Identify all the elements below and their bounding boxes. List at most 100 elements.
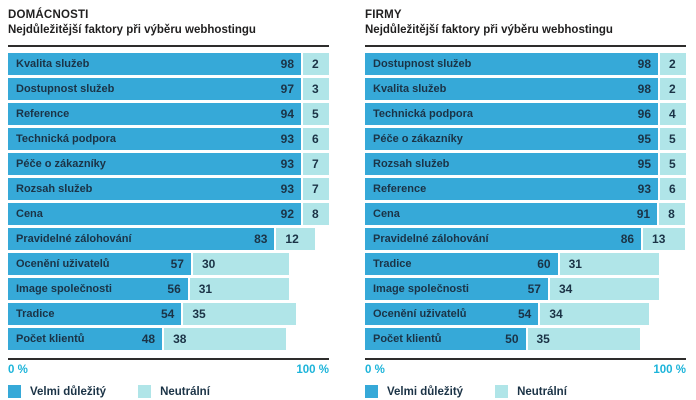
bar-segment-secondary: 31 [559,253,660,275]
bar-row: Cena 91 8 [365,203,686,225]
axis-labels: 0 % 100 % [365,364,686,376]
bar-row: Reference 93 6 [365,178,686,200]
bar-category-label: Ocenění uživatelů [16,258,110,270]
axis-line [365,358,686,360]
bar-value-primary: 57 [527,282,541,296]
bar-row: Ocenění uživatelů 54 34 [365,303,686,325]
bar-segment-primary: Péče o zákazníky 93 [8,153,301,175]
bar-row: Tradice 60 31 [365,253,686,275]
bar-segment-secondary: 12 [276,228,315,250]
bar-segment-primary: Pravidelné zálohování 86 [365,228,642,250]
bar-value-primary: 57 [170,257,184,271]
bar-category-label: Rozsah služeb [373,158,450,170]
bar-category-label: Dostupnost služeb [16,83,115,95]
bar-value-secondary: 7 [312,157,319,171]
bar-category-label: Image společnosti [16,283,112,295]
bar-value-secondary: 6 [669,182,676,196]
bar-segment-secondary: 38 [164,328,287,350]
bar-segment-secondary: 2 [303,53,329,75]
bar-segment-primary: Péče o zákazníky 95 [365,128,658,150]
bar-segment-primary: Rozsah služeb 95 [365,153,658,175]
title-divider [8,45,329,47]
bar-segment-primary: Dostupnost služeb 98 [365,53,658,75]
bar-segment-primary: Kvalita služeb 98 [8,53,301,75]
axis-line [8,358,329,360]
bar-row: Dostupnost služeb 97 3 [8,78,329,100]
bar-segment-primary: Ocenění uživatelů 57 [8,253,191,275]
bar-segment-secondary: 35 [527,328,640,350]
bar-category-label: Rozsah služeb [16,183,93,195]
bar-value-primary: 93 [280,157,294,171]
bar-value-secondary: 30 [201,257,216,271]
chart-subtitle: Nejdůležitější faktory při výběru webhos… [8,24,256,36]
bar-value-primary: 86 [620,232,635,246]
bar-segment-primary: Kvalita služeb 98 [365,78,658,100]
bar-value-primary: 93 [637,182,651,196]
legend-item-primary: Velmi důležitý [365,385,463,398]
bar-value-secondary: 38 [173,332,187,346]
bar-category-label: Cena [16,208,43,220]
bar-segment-secondary: 34 [540,303,650,325]
bar-segment-secondary: 7 [303,178,329,200]
bar-segment-secondary: 4 [660,103,686,125]
bar-segment-secondary: 8 [659,203,686,225]
chart-title: FIRMY [365,9,402,21]
bar-category-label: Reference [16,108,70,120]
bar-value-secondary: 13 [652,232,666,246]
bar-value-secondary: 2 [312,57,319,71]
bar-row: Technická podpora 93 6 [8,128,329,150]
bar-segment-secondary: 2 [660,53,686,75]
bar-row: Image společnosti 56 31 [8,278,329,300]
bar-category-label: Tradice [373,258,412,270]
bar-row: Tradice 54 35 [8,303,329,325]
bar-segment-primary: Cena 91 [365,203,658,225]
title-divider [365,45,686,47]
bar-category-label: Tradice [16,308,55,320]
bar-value-primary: 95 [637,132,651,146]
chart-subtitle: Nejdůležitější faktory při výběru webhos… [365,24,613,36]
legend-swatch-primary-icon [8,385,21,398]
bar-category-label: Technická podpora [16,133,117,145]
bar-row: Pravidelné zálohování 86 13 [365,228,686,250]
bar-value-primary: 93 [280,132,294,146]
bar-value-primary: 95 [637,157,651,171]
bar-segment-primary: Tradice 54 [8,303,182,325]
bar-value-primary: 98 [637,57,651,71]
bar-row: Kvalita služeb 98 2 [8,53,329,75]
bar-value-secondary: 2 [669,82,676,96]
bar-segment-primary: Tradice 60 [365,253,558,275]
bar-value-primary: 54 [517,307,532,321]
bar-value-secondary: 34 [549,307,563,321]
bar-value-primary: 92 [280,207,294,221]
bar-value-primary: 54 [160,307,175,321]
bar-rows: Dostupnost služeb 98 2 Kvalita služeb 98 2 Tec… [365,53,686,350]
bar-value-primary: 48 [141,332,156,346]
bar-value-primary: 50 [505,332,519,346]
bar-row: Reference 94 5 [8,103,329,125]
bar-segment-secondary: 8 [303,203,329,225]
bar-row: Image společnosti 57 34 [365,278,686,300]
bar-segment-primary: Dostupnost služeb 97 [8,78,301,100]
bar-value-primary: 60 [537,257,551,271]
axis-min-label: 0 % [8,364,28,376]
bar-segment-secondary: 6 [660,178,686,200]
bar-category-label: Kvalita služeb [373,83,447,95]
chart-firmy: FIRMY Nejdůležitější faktory při výběru … [365,6,686,398]
bar-value-secondary: 31 [568,257,582,271]
bar-segment-primary: Cena 92 [8,203,301,225]
bar-category-label: Dostupnost služeb [373,58,472,70]
bar-value-secondary: 5 [669,132,676,146]
chart-title: DOMÁCNOSTI [8,9,89,21]
legend-item-secondary: Neutrální [495,385,567,398]
bar-rows: Kvalita služeb 98 2 Dostupnost služeb 97 3 Ref… [8,53,329,350]
bar-value-secondary: 8 [668,207,675,221]
bar-value-secondary: 35 [536,332,550,346]
legend-swatch-secondary-icon [495,385,509,398]
bar-segment-primary: Rozsah služeb 93 [8,178,301,200]
bar-segment-secondary: 31 [189,278,290,300]
bar-value-secondary: 2 [669,57,676,71]
bar-row: Ocenění uživatelů 57 30 [8,253,329,275]
bar-value-primary: 98 [637,82,651,96]
axis-labels: 0 % 100 % [8,364,329,376]
